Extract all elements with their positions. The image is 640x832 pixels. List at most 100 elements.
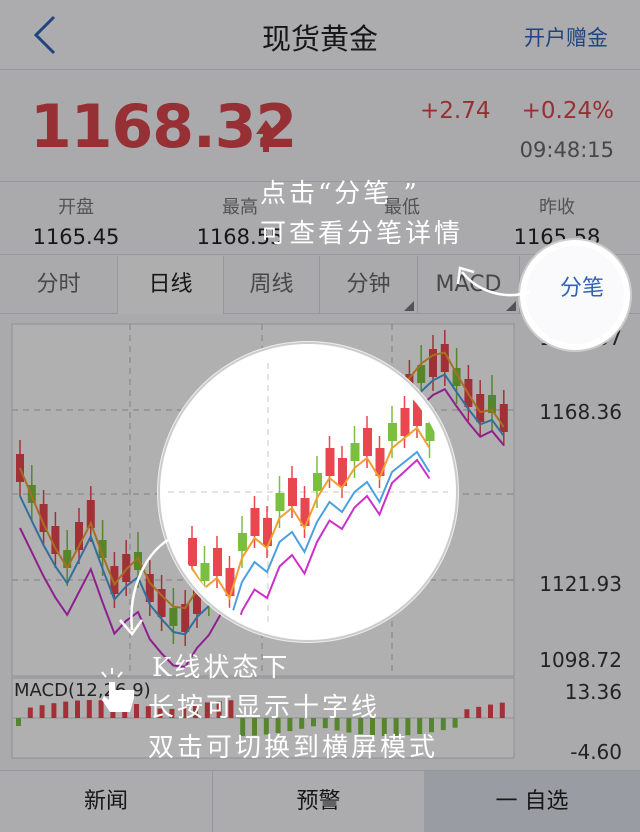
macd-bar	[181, 706, 187, 718]
macd-bar	[299, 718, 305, 729]
hint-line: 可查看分笔详情	[260, 219, 464, 249]
macd-bar	[381, 718, 387, 736]
macd-bar	[51, 703, 57, 718]
lens-candle-body	[338, 458, 347, 486]
kline-hint-text: K线状态下 长按可显示十字线 双击可切换到横屏模式	[148, 648, 438, 768]
candle-body	[51, 526, 60, 554]
macd-bar	[157, 708, 163, 718]
macd-bar	[322, 718, 328, 729]
candle-body	[193, 586, 201, 614]
macd-axis-label: 13.36	[564, 680, 622, 704]
stat-label: 昨收	[539, 197, 575, 218]
candle-body	[157, 589, 166, 617]
alert-button[interactable]: 预警	[212, 771, 424, 832]
stat-value: 1165.45	[32, 225, 120, 249]
macd-bar	[27, 707, 33, 718]
macd-bar	[216, 701, 222, 718]
stat-open: 开盘 1165.45	[0, 183, 152, 255]
lens-candle-body	[250, 508, 260, 536]
candle-body	[134, 552, 142, 570]
lens-candle-body	[263, 518, 272, 546]
candle-body	[39, 504, 48, 532]
price-axis-label: 1121.93	[539, 572, 622, 596]
macd-bar	[63, 701, 69, 718]
macd-bar	[405, 718, 411, 736]
macd-bar	[440, 718, 446, 731]
candle-body	[440, 344, 449, 372]
tab-weekly[interactable]: 周线	[224, 256, 320, 314]
candle-body	[452, 368, 461, 386]
last-price: 1168.32	[30, 92, 297, 162]
stat-label: 开盘	[58, 197, 94, 218]
lens-candle-body	[288, 478, 297, 506]
tab-minute[interactable]: 分钟	[320, 256, 418, 314]
lens-candle-body	[375, 448, 385, 476]
macd-bar	[86, 700, 92, 718]
macd-bar	[370, 718, 375, 736]
macd-bar	[452, 718, 458, 728]
candle-body	[488, 395, 496, 413]
bottom-bar: 新闻 预警 一 自选	[0, 770, 640, 832]
tap-hand-icon	[101, 668, 134, 712]
lens-candle-body	[425, 423, 435, 441]
candle-body	[417, 365, 426, 383]
arrow-up-icon	[256, 120, 276, 152]
candle-body	[98, 540, 107, 558]
tab-daily[interactable]: 日线	[118, 256, 224, 314]
hint-line: 双击可切换到横屏模式	[148, 733, 439, 763]
chevron-left-icon[interactable]	[30, 14, 62, 56]
macd-bar	[275, 718, 281, 734]
candle-body	[429, 349, 437, 377]
price-axis-label: 1168.36	[539, 400, 622, 424]
lens-candle-body	[213, 548, 222, 576]
macd-axis-label: -4.60	[570, 740, 622, 764]
macd-bar	[134, 704, 139, 718]
macd-bar	[464, 709, 470, 718]
price-change: +2.74	[420, 98, 491, 124]
macd-bar	[429, 718, 434, 733]
candle-body	[122, 554, 131, 582]
candle-body	[86, 500, 95, 528]
nav-bar: 现货黄金 开户赠金	[0, 0, 640, 70]
lens-candle-body	[275, 493, 285, 511]
macd-bar	[499, 702, 505, 718]
tab-label: 分钟	[346, 272, 391, 297]
lens-candle-body	[388, 423, 397, 441]
stats-row: 开盘 1165.45 最高 1168.55 最低 昨收 1165.58	[0, 183, 640, 255]
news-button[interactable]: 新闻	[83, 789, 128, 814]
macd-bar	[393, 718, 399, 736]
macd-bar	[16, 718, 21, 726]
quote-panel: 1168.32 +2.74 +0.24% 09:48:15	[0, 70, 640, 182]
period-tabs: 分时 日线 周线 分钟 MACD	[0, 256, 640, 314]
candle-body	[499, 404, 508, 432]
add-favorite-button[interactable]: 一 自选	[424, 771, 640, 832]
price-axis-label: 1098.72	[539, 648, 622, 672]
macd-bar	[334, 718, 340, 731]
lens-candle-body	[400, 408, 410, 436]
tab-intraday[interactable]: 分时	[0, 256, 118, 314]
tab-tick[interactable]: 分笔	[559, 276, 604, 301]
stat-high: 最高 1168.55	[160, 183, 320, 255]
macd-bar	[169, 708, 175, 718]
lens-candle-body	[363, 428, 372, 456]
macd-bar	[476, 706, 482, 718]
lens-candle-body	[300, 498, 310, 526]
macd-bar	[346, 718, 352, 733]
dropdown-corner-icon	[404, 301, 414, 311]
candle-body	[63, 550, 72, 568]
lens-candle-body	[225, 568, 235, 596]
macd-bar	[39, 705, 45, 718]
hint-line: K线状态下	[152, 653, 291, 683]
candle-body	[75, 522, 83, 550]
macd-bar	[287, 718, 293, 732]
candle-body	[110, 566, 119, 594]
lens-candle-body	[188, 538, 197, 566]
stat-prev-close: 昨收 1165.58	[482, 183, 632, 255]
macd-bar	[311, 718, 316, 727]
macd-bar	[252, 718, 257, 736]
lens-ma5-line	[191, 426, 431, 601]
price-change-percent: +0.24%	[521, 98, 614, 124]
macd-bar	[488, 704, 493, 718]
open-account-gift-link[interactable]: 开户赠金	[524, 26, 608, 50]
